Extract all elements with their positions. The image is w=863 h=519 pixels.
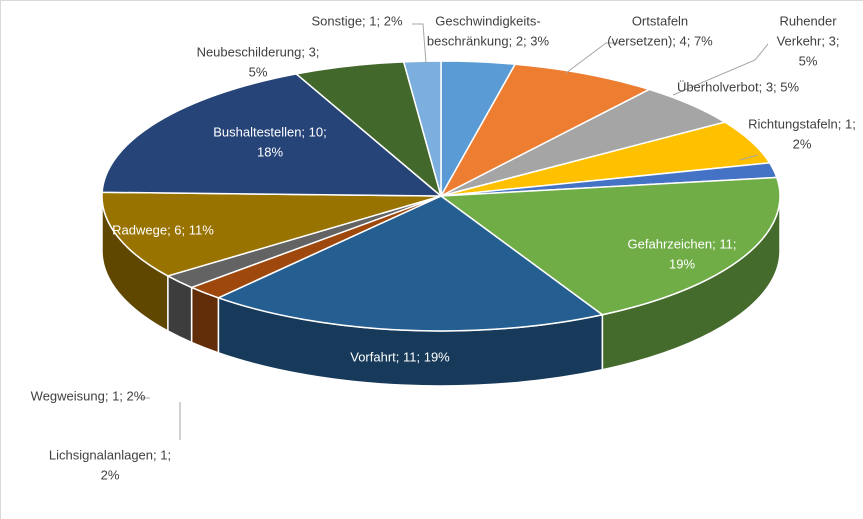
data-label: Radwege; 6; 11% — [112, 222, 214, 237]
data-label: Wegweisung; 1; 2% — [31, 388, 146, 403]
data-label: Ruhender — [779, 13, 837, 28]
pie-slice — [438, 176, 781, 316]
data-label: 2% — [101, 467, 120, 482]
pie-slice — [101, 73, 444, 197]
data-label: Verkehr; 3; — [777, 33, 840, 48]
data-label: Bushaltestellen; 10; — [213, 124, 326, 139]
data-label: Geschwindigkeits- — [435, 13, 541, 28]
data-label: Gefahrzeichen; 11; — [628, 236, 737, 251]
data-label: 2% — [793, 136, 812, 151]
pie-slice — [439, 63, 652, 198]
pie-slice — [402, 60, 442, 197]
data-label: 5% — [249, 64, 268, 79]
data-label: (versetzen); 4; 7% — [607, 33, 713, 48]
pie-side — [190, 286, 220, 354]
pie-slice — [101, 191, 442, 277]
leader-line — [412, 23, 427, 64]
data-label: beschränkung; 2; 3% — [427, 33, 550, 48]
data-label: Überholverbot; 3; 5% — [677, 79, 800, 94]
leader-line — [672, 43, 769, 96]
data-label: Neubeschilderung; 3; — [197, 44, 320, 59]
data-label: Lichsignalanlagen; 1; — [49, 447, 171, 462]
leader-line — [739, 154, 759, 161]
data-label: Vorfahrt; 11; 19% — [350, 349, 450, 364]
data-label: Ortstafeln — [632, 13, 688, 28]
data-label: 19% — [669, 256, 695, 271]
pie-slice — [216, 195, 605, 332]
leader-line — [565, 42, 620, 74]
data-label: 18% — [257, 144, 283, 159]
data-label: Sonstige; 1; 2% — [311, 13, 402, 28]
data-label: 5% — [799, 53, 818, 68]
data-label: Richtungstafeln; 1; — [748, 116, 856, 131]
